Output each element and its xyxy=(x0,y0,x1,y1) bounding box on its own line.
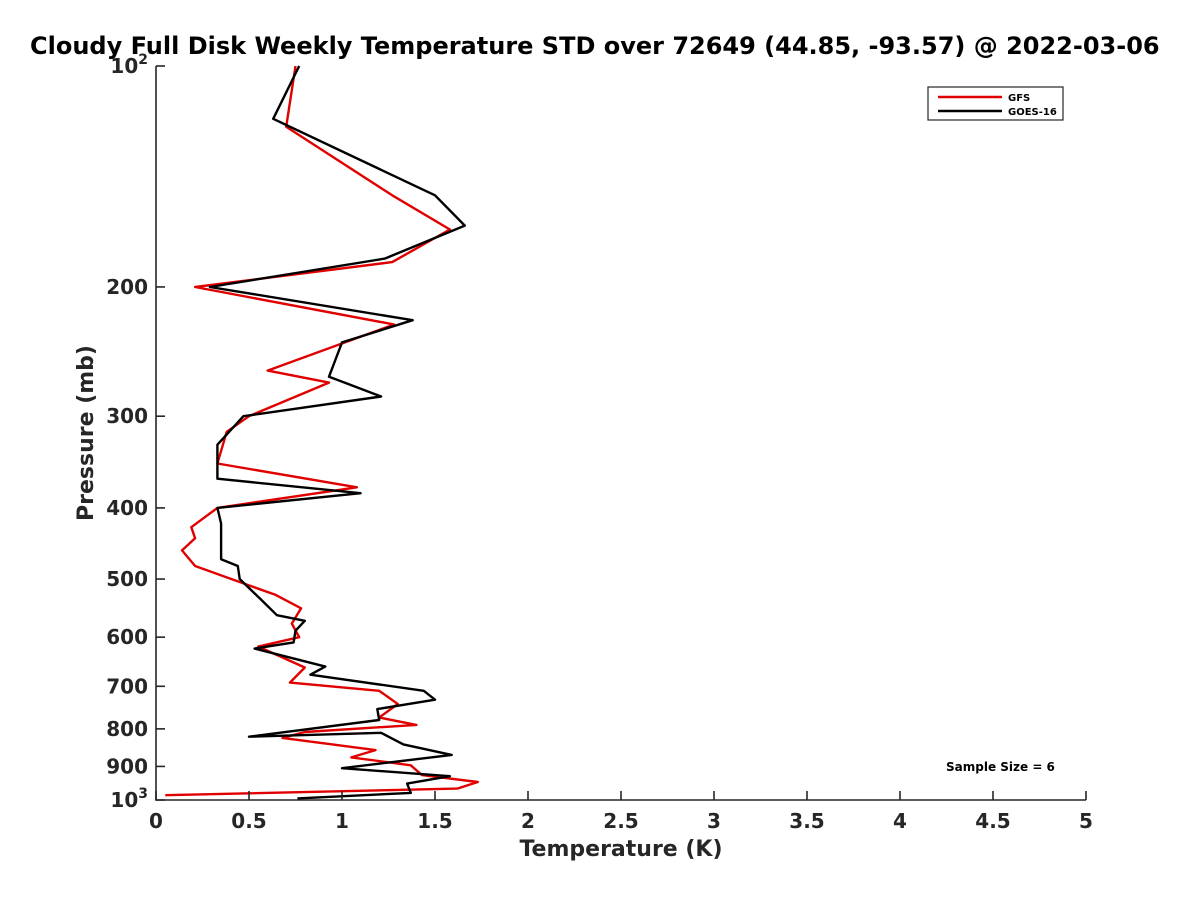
y-tick-label: 600 xyxy=(106,625,148,649)
x-tick-label: 0.5 xyxy=(231,809,266,833)
x-tick-label: 2 xyxy=(521,809,535,833)
sample-size-annotation: Sample Size = 6 xyxy=(946,760,1055,774)
plot-area: 0 0.5 1 1.5 2 2.5 3 3.5 4 4.5 5 102 200 300 400 500 600… xyxy=(106,52,1093,833)
x-tick-label: 4.5 xyxy=(975,809,1010,833)
x-tick-label: 2.5 xyxy=(603,809,638,833)
x-axis-label: Temperature (K) xyxy=(519,837,722,862)
y-tick-label: 300 xyxy=(106,404,148,428)
y-tick-label: 103 xyxy=(110,786,148,812)
y-tick-label: 102 xyxy=(110,52,148,78)
axes-frame xyxy=(155,66,1086,801)
series-lines xyxy=(165,65,479,800)
chart-title: Cloudy Full Disk Weekly Temperature STD … xyxy=(30,32,1160,60)
y-tick-label: 800 xyxy=(106,717,148,741)
x-tick-label: 0 xyxy=(149,809,163,833)
y-tick-label: 400 xyxy=(106,496,148,520)
series-line-goes16 xyxy=(208,65,466,800)
legend-label-goes16: GOES-16 xyxy=(1008,107,1057,118)
legend-label-gfs: GFS xyxy=(1008,93,1030,104)
legend-box xyxy=(927,86,1064,121)
y-axis-ticks: 102 200 300 400 500 600 700 800 900 103 xyxy=(106,52,165,812)
x-tick-label: 3 xyxy=(707,809,721,833)
y-tick-label: 700 xyxy=(106,674,148,698)
y-tick-label: 500 xyxy=(106,567,148,591)
x-tick-label: 4 xyxy=(893,809,907,833)
x-tick-label: 1.5 xyxy=(417,809,452,833)
x-tick-label: 5 xyxy=(1079,809,1093,833)
x-tick-label: 3.5 xyxy=(789,809,824,833)
y-tick-label: 200 xyxy=(106,275,148,299)
y-axis-label: Pressure (mb) xyxy=(74,345,99,521)
x-tick-label: 1 xyxy=(335,809,349,833)
series-line-gfs xyxy=(165,65,479,797)
legend: GFS GOES-16 xyxy=(927,86,1064,121)
x-axis-ticks: 0 0.5 1 1.5 2 2.5 3 3.5 4 4.5 5 xyxy=(149,791,1093,833)
y-tick-label: 900 xyxy=(106,754,148,778)
